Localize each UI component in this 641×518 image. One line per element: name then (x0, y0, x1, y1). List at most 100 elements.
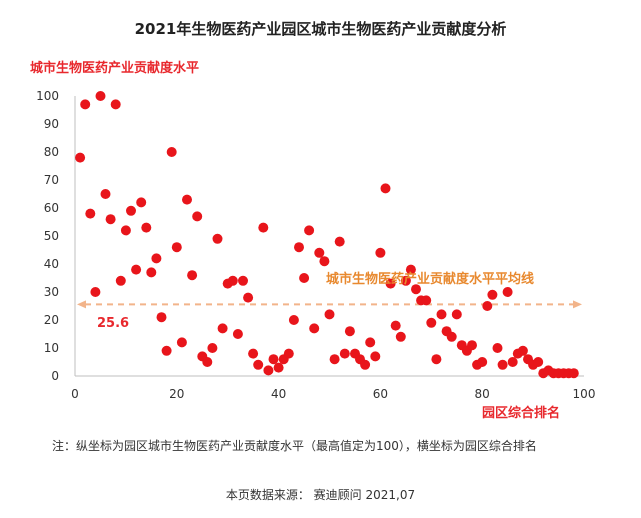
x-tick-label: 80 (475, 387, 490, 401)
data-point (227, 275, 238, 286)
data-point (314, 247, 325, 258)
data-point (309, 323, 320, 334)
data-point (263, 365, 274, 376)
data-point (120, 225, 131, 236)
data-point (212, 233, 223, 244)
data-point (232, 329, 243, 339)
y-tick-label: 60 (44, 201, 59, 215)
x-axis-label: 园区综合排名 (482, 406, 561, 421)
tick-labels: 0 10 20 30 40 50 60 70 80 90 100 0 20 40 60 80 100 (36, 89, 595, 401)
data-point (288, 315, 299, 325)
data-point (105, 214, 116, 225)
data-point (304, 225, 315, 236)
x-tick-label: 40 (271, 387, 286, 401)
y-axis-label: 城市生物医药产业贡献度水平 (30, 61, 200, 76)
data-point (360, 359, 371, 370)
data-point (411, 284, 421, 295)
data-point (95, 91, 106, 101)
data-point (487, 289, 498, 300)
y-tick-label: 50 (44, 229, 59, 243)
data-point (517, 345, 528, 356)
data-point (243, 292, 254, 303)
data-point (395, 331, 406, 342)
data-point (176, 337, 187, 348)
data-point (115, 275, 126, 286)
data-point (329, 354, 340, 365)
data-point (238, 275, 248, 286)
x-tick-label: 60 (373, 387, 388, 401)
y-tick-label: 100 (36, 89, 59, 103)
data-point (75, 152, 86, 163)
data-point (258, 222, 269, 233)
data-point (171, 242, 182, 253)
source-note: 本页数据来源： 赛迪顾问 2021,07 (225, 488, 416, 502)
data-point (568, 368, 579, 379)
y-tick-label: 20 (44, 313, 59, 327)
y-tick-label: 10 (44, 341, 59, 355)
data-point (482, 301, 493, 311)
x-tick-label: 100 (573, 387, 596, 401)
data-point (365, 337, 376, 348)
data-point (248, 348, 259, 359)
data-point (334, 236, 345, 247)
y-tick-label: 80 (44, 145, 59, 159)
average-line-arrow-right (573, 300, 582, 309)
data-point (90, 287, 101, 297)
average-value-label: 25.6 (97, 316, 130, 331)
data-point (426, 317, 437, 328)
data-point (151, 253, 162, 264)
data-point (375, 247, 386, 258)
data-point (100, 189, 111, 199)
chart-title: 2021年生物医药产业园区城市生物医药产业贡献度分析 (134, 20, 507, 38)
data-point (497, 359, 508, 370)
data-point (400, 275, 411, 286)
x-tick-label: 20 (169, 387, 184, 401)
data-point (477, 357, 488, 367)
data-point (533, 357, 544, 367)
data-point (80, 99, 91, 110)
data-point (283, 348, 294, 359)
data-point (421, 295, 432, 306)
data-point (136, 197, 147, 208)
data-point (110, 99, 121, 110)
data-point (405, 264, 416, 275)
data-point (299, 273, 310, 283)
data-point (380, 183, 391, 194)
data-point (217, 323, 228, 334)
average-line-label: 城市生物医药产业贡献度水平平均线 (326, 272, 535, 287)
data-point (492, 343, 503, 353)
data-point (339, 348, 350, 359)
data-point (156, 312, 167, 323)
data-point (294, 242, 304, 253)
data-point (202, 357, 213, 367)
data-point (192, 211, 203, 222)
y-tick-label: 40 (44, 257, 59, 271)
data-point (390, 320, 401, 331)
data-point (131, 264, 142, 275)
data-point (451, 309, 462, 320)
data-points (75, 91, 579, 379)
average-line-arrow-left (77, 300, 86, 309)
data-point (253, 359, 264, 370)
data-point (431, 354, 442, 365)
data-point (268, 354, 279, 365)
scatter-plot: 0 10 20 30 40 50 60 70 80 90 100 0 20 40 60 80 100 (36, 89, 595, 401)
data-point (187, 270, 198, 281)
data-point (467, 340, 477, 351)
x-tick-label: 0 (71, 387, 79, 401)
data-point (126, 205, 136, 216)
data-point (507, 357, 518, 367)
data-point (446, 331, 457, 342)
axes (74, 96, 584, 377)
data-point (273, 362, 284, 373)
data-point (370, 351, 381, 362)
data-point (166, 147, 177, 157)
data-point (161, 345, 172, 356)
y-tick-label: 90 (44, 117, 59, 131)
data-point (502, 287, 513, 297)
data-point (324, 309, 335, 320)
data-point (207, 343, 218, 353)
data-point (146, 267, 157, 278)
y-tick-label: 0 (51, 369, 59, 383)
data-point (385, 278, 396, 289)
